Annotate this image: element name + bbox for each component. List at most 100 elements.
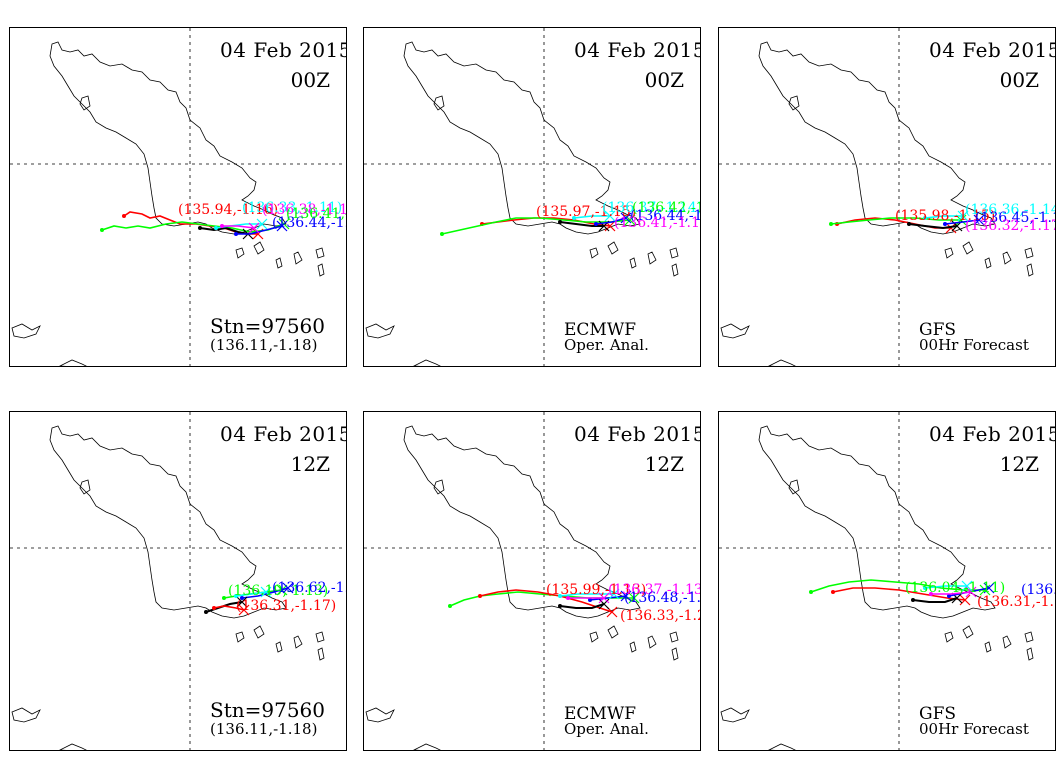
- island-outline: [647, 635, 657, 649]
- trajectory-red: [832, 587, 966, 601]
- trajectory-start-dot: [234, 594, 238, 598]
- panel-date: 04 Feb 2015: [574, 422, 701, 446]
- trajectory-start-dot: [240, 596, 244, 600]
- trajectory-blue: [944, 219, 980, 225]
- trajectory-coordinate-label: (135.94,-1.16): [178, 202, 278, 218]
- panel-source-name: ECMWF: [564, 704, 637, 724]
- map-panel-stn-12z: (136.19,-1.13)(136.62,-1.13) (136.31,-1.1…: [9, 411, 347, 751]
- trajectory-end-marker: [256, 218, 268, 230]
- trajectory-end-marker: [282, 582, 294, 594]
- island-outline: [253, 625, 265, 639]
- map-canvas: (135.99,-1.13)(136.37,-1.13)(136.48,-1.1…: [364, 412, 701, 750]
- trajectory-start-dot: [100, 228, 104, 232]
- panel-source-name: ECMWF: [564, 320, 637, 340]
- panel-hour: 12Z: [999, 452, 1039, 476]
- trajectory-start-dot: [440, 232, 444, 236]
- island-outline: [1002, 251, 1012, 265]
- panel-source-detail: Oper. Anal.: [564, 336, 649, 354]
- trajectory-start-dot: [572, 216, 576, 220]
- panel-source-name: Stn=97560: [210, 698, 325, 722]
- island-outline: [59, 743, 87, 750]
- panel-source-detail: (136.11,-1.18): [210, 720, 318, 738]
- island-outline: [589, 631, 599, 643]
- trajectory-blue: [595, 217, 627, 225]
- island-outline: [607, 625, 619, 639]
- island-outline: [275, 641, 283, 653]
- island-outline: [669, 631, 679, 643]
- trajectory-start-dot: [558, 220, 562, 224]
- panel-hour: 00Z: [999, 68, 1039, 92]
- island-outline: [275, 257, 283, 269]
- trajectory-coordinate-label: (136.62,-1.13): [272, 580, 347, 596]
- map-canvas: (135.97,-1.15)(136.37,-1.14)(136.42,-1.1…: [364, 28, 701, 366]
- trajectory-start-dot: [558, 604, 562, 608]
- trajectory-end-marker: [961, 580, 973, 592]
- trajectory-coordinate-label: (135.99,-1.13): [546, 582, 646, 598]
- trajectory-black: [908, 223, 958, 230]
- island-outline: [365, 323, 395, 339]
- island-outline: [720, 323, 750, 339]
- trajectory-start-dot: [212, 606, 216, 610]
- island-outline: [235, 631, 245, 643]
- trajectory-coordinate-label: (136.5: [1021, 582, 1056, 598]
- island-outline: [1024, 631, 1034, 643]
- trajectory-end-marker: [983, 582, 995, 594]
- trajectory-cyan: [559, 593, 614, 597]
- island-outline: [607, 241, 619, 255]
- trajectory-start-dot: [947, 594, 951, 598]
- panel-date: 04 Feb 2015: [929, 38, 1056, 62]
- island-outline: [768, 743, 796, 750]
- panel-date: 04 Feb 2015: [574, 38, 701, 62]
- island-outline: [433, 95, 445, 111]
- island-outline: [293, 635, 303, 649]
- trajectory-cyan: [924, 215, 963, 219]
- trajectory-end-marker: [945, 222, 957, 234]
- island-outline: [720, 707, 750, 723]
- island-outline: [944, 631, 954, 643]
- trajectory-cyan: [924, 585, 967, 589]
- island-outline: [1024, 247, 1034, 259]
- map-panel-ecmwf-12z: (135.99,-1.13)(136.37,-1.13)(136.48,-1.1…: [363, 411, 701, 751]
- coastline: [49, 425, 287, 619]
- trajectory-end-marker: [620, 590, 632, 602]
- island-outline: [589, 247, 599, 259]
- trajectory-start-dot: [929, 592, 933, 596]
- trajectory-coordinate-label: (136.19,-1.13): [228, 583, 328, 599]
- island-outline: [671, 647, 679, 661]
- island-outline: [962, 625, 974, 639]
- panel-date: 04 Feb 2015: [220, 422, 347, 446]
- map-canvas: (136.19,-1.13)(136.62,-1.13) (136.31,-1.1…: [10, 412, 347, 750]
- panel-source-name: GFS: [919, 320, 957, 340]
- panel-source-name: Stn=97560: [210, 314, 325, 338]
- trajectory-start-dot: [943, 222, 947, 226]
- trajectory-coordinate-label: (135.97,-1.15): [536, 204, 636, 220]
- panel-source-detail: (136.11,-1.18): [210, 336, 318, 354]
- trajectory-coordinate-label: (136.41,-1.17): [286, 206, 347, 222]
- trajectory-coordinate-label: (136.04,-1.11): [905, 580, 1005, 596]
- trajectory-blue: [241, 587, 289, 599]
- trajectory-coordinate-label: (136.48,-1.15): [624, 590, 701, 606]
- trajectory-end-marker: [973, 214, 985, 226]
- island-outline: [315, 247, 325, 259]
- trajectory-coordinate-label: (136.31,-1.1: [977, 594, 1056, 610]
- map-panel-stn-00z: (135.94,-1.16) (136.33,-1.11) (136.38,-1.1…: [9, 27, 347, 367]
- island-outline: [962, 241, 974, 255]
- trajectory-start-dot: [558, 594, 562, 598]
- coastline: [758, 41, 996, 235]
- coastline: [49, 41, 287, 235]
- trajectory-end-marker: [238, 604, 250, 616]
- island-outline: [293, 251, 303, 265]
- coastline: [758, 425, 996, 619]
- trajectory-coordinate-label: (135.98,-1.15): [895, 208, 995, 224]
- trajectory-start-dot: [478, 594, 482, 598]
- trajectory-end-marker: [965, 586, 977, 598]
- panel-hour: 00Z: [644, 68, 684, 92]
- trajectory-coordinate-label: (136.42,-1.15): [632, 200, 701, 216]
- trajectory-start-dot: [122, 214, 126, 218]
- trajectory-black: [559, 603, 605, 609]
- coastline: [403, 425, 641, 619]
- trajectory-start-dot: [214, 226, 218, 230]
- trajectory-start-dot: [234, 232, 238, 236]
- island-outline: [315, 631, 325, 643]
- trajectory-start-dot: [222, 596, 226, 600]
